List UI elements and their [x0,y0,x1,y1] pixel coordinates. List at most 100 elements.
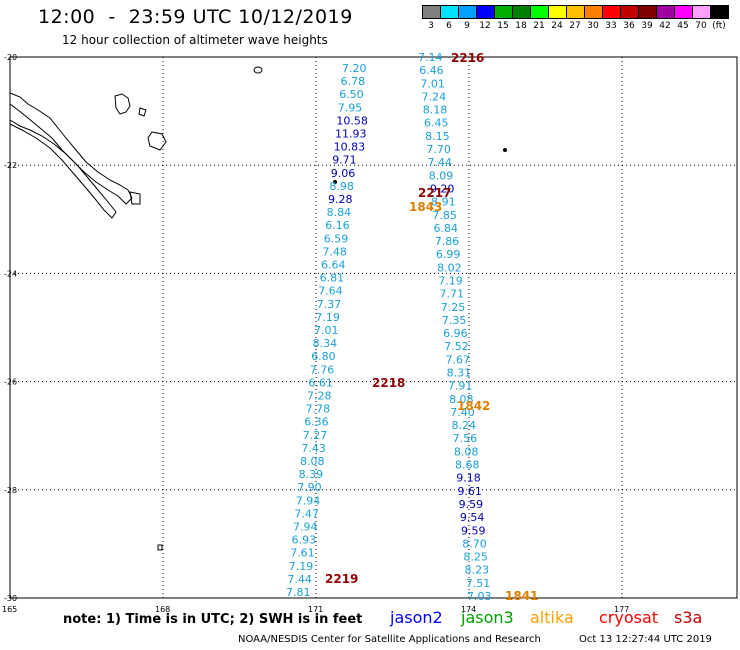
wave-height-value: 7.91 [448,380,473,393]
wave-height-value: 8.02 [437,261,462,274]
longitude-label: 168 [155,605,170,614]
coastline-islet-6 [333,180,337,184]
wave-height-value: 11.93 [335,128,367,141]
map-frame [9,56,738,599]
wave-height-value: 7.64 [318,285,343,298]
wave-height-value: 7.27 [303,429,328,442]
cryosat-pass-label: 2218 [372,376,405,390]
wave-height-value: 8.24 [451,419,476,432]
coastline-islet-2 [147,131,167,151]
color-legend-label: 9 [464,21,470,31]
wave-height-value: 7.76 [310,363,335,376]
map-subtitle: 12 hour collection of altimeter wave hei… [62,33,328,47]
wave-height-value: 7.86 [435,235,460,248]
wave-height-value: 6.46 [419,64,444,77]
latitude-label: -28 [4,486,17,495]
wave-height-value: 6.99 [436,248,461,261]
wave-height-value: 8.68 [455,459,480,472]
wave-height-value: 7.20 [342,62,367,75]
wave-height-value: 7.67 [445,353,470,366]
coastline-islet-4 [253,66,263,74]
wave-height-value: 9.20 [430,182,455,195]
color-legend-label: 18 [515,21,527,31]
wave-height-value: 7.85 [432,209,457,222]
latitude-label: -24 [4,269,17,278]
wave-height-value: 7.37 [317,298,342,311]
wave-height-value: 8.08 [454,445,479,458]
color-legend-label: 33 [605,21,617,31]
axis-labels: -20 -22 -24 -26 -28 -30 165 168 171 174 177 [2,53,629,614]
wave-height-value: 7.81 [286,586,311,599]
wave-height-value: 8.84 [327,206,352,219]
longitude-label: 174 [461,605,476,614]
wave-height-value: 7.44 [287,573,312,586]
wave-height-value: 6.36 [304,416,329,429]
coastline-new-caledonia-outline [9,92,133,205]
color-legend-label: 24 [551,21,563,31]
wave-height-value: 6.50 [339,88,364,101]
wave-height-value: 6.81 [320,272,345,285]
satellite-altika: altika [530,608,574,627]
wave-height-value: 7.14 [418,51,443,64]
cryosat-pass-label: 2217 [418,186,451,200]
wave-height-value: 7.19 [289,560,314,573]
color-legend-label: 3 [428,21,434,31]
credit-line: NOAA/NESDIS Center for Satellite Applica… [238,634,541,645]
wave-height-value: 9.06 [331,167,356,180]
map-grid [10,57,737,598]
wave-height-value: 6.59 [324,232,349,245]
altika-orbit-label: 1843 [409,200,442,214]
altimeter-track-west: 7.206.786.507.9510.5811.9310.839.719.068… [286,62,368,599]
wave-height-value: 7.24 [422,90,447,103]
wave-height-value: 9.71 [332,154,357,167]
wave-height-value: 7.90 [297,481,322,494]
wave-height-value: 7.19 [315,311,340,324]
wave-height-value: 7.51 [466,577,491,590]
wave-height-value: 9.59 [461,524,486,537]
wave-height-value: 7.19 [438,274,463,287]
wave-height-value: 8.34 [313,337,338,350]
wave-height-value: 8.08 [449,393,474,406]
altimeter-track-east: 7.146.467.017.248.186.458.157.707.448.09… [418,51,492,603]
wave-height-value: 8.18 [423,104,448,117]
wave-height-value: 7.28 [307,390,332,403]
wave-height-value: 8.23 [465,564,490,577]
map-title: 12:00 - 23:59 UTC 10/12/2019 [38,6,353,28]
wave-height-value: 8.15 [425,130,450,143]
coastline-islet-1 [138,107,147,117]
coastline-loyalty-island [114,93,131,115]
coastline [9,66,507,551]
wave-height-value: 10.83 [334,141,366,154]
color-legend-label: 15 [497,21,509,31]
color-legend-label: 39 [641,21,653,31]
color-legend-label: 30 [587,21,599,31]
wave-height-value: 7.47 [294,507,319,520]
coastline-islet-7 [157,544,163,551]
satellite-cryosat: cryosat [599,608,659,627]
color-legend-swatch [710,5,729,19]
color-legend-label: 27 [569,21,581,31]
color-legend-label: 45 [677,21,689,31]
wave-height-value: 7.03 [467,590,492,603]
wave-height-value: 8.25 [463,551,488,564]
color-legend-label: 6 [446,21,452,31]
wave-height-value: 7.61 [290,547,315,560]
wave-height-value: 8.91 [431,196,456,209]
latitude-label: -20 [4,53,17,62]
longitude-label: 171 [308,605,323,614]
wave-height-value: 6.64 [321,259,346,272]
wave-height-value: 7.94 [296,494,321,507]
color-legend-label: 12 [479,21,491,31]
wave-height-value: 6.45 [424,117,449,130]
wave-height-value: 10.58 [336,114,368,127]
latitude-label: -26 [4,378,17,387]
wave-height-value: 7.95 [338,101,363,114]
wave-height-value: 8.98 [329,180,354,193]
color-legend-label: 42 [659,21,671,31]
altika-orbit-label: 1841 [505,589,538,603]
wave-height-value: 7.35 [442,314,467,327]
wave-height-value: 9.18 [456,472,481,485]
latitude-label: -30 [4,594,17,603]
longitude-label: 165 [2,605,17,614]
